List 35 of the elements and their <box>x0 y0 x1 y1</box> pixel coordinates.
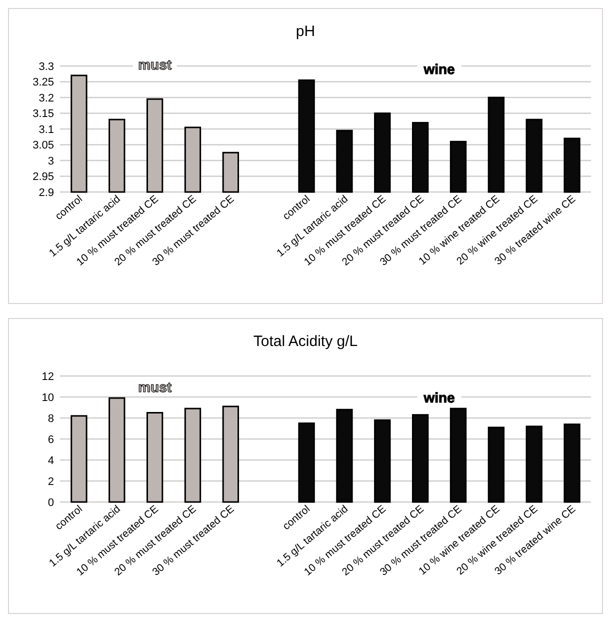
bar <box>108 397 126 503</box>
bar <box>336 408 353 503</box>
y-tick-label: 3 <box>48 155 54 168</box>
bar <box>222 406 240 503</box>
series-label: wine <box>422 390 456 406</box>
bar <box>412 414 429 503</box>
bar <box>488 426 505 503</box>
y-tick-label: 2 <box>48 476 54 488</box>
y-tick-label: 3.2 <box>38 92 54 104</box>
chart-title: pH <box>296 23 316 40</box>
bar <box>146 412 164 503</box>
bar <box>70 415 88 503</box>
y-tick-label: 8 <box>48 412 54 425</box>
y-tick-label: 2.9 <box>38 186 54 199</box>
y-tick-label: 3.25 <box>32 76 54 89</box>
bar <box>450 408 467 503</box>
y-tick-label: 4 <box>48 454 54 467</box>
text: wine <box>422 61 456 78</box>
y-tick-label: 3.05 <box>32 140 54 152</box>
y-tick-label: 0 <box>48 496 54 509</box>
y-tick-label: 3.3 <box>38 60 54 73</box>
chart-title: Total Acidity g/L <box>253 333 358 350</box>
bar <box>298 422 315 503</box>
series-label: must <box>138 379 172 396</box>
y-tick-label: 3.1 <box>38 124 54 136</box>
y-tick-label: 3.15 <box>32 108 54 120</box>
bar <box>184 408 202 503</box>
text: must <box>138 56 172 72</box>
y-tick-label: 10 <box>42 392 54 404</box>
y-tick-label: 2.95 <box>32 171 54 184</box>
bar <box>526 426 542 503</box>
bar <box>564 424 580 503</box>
y-tick-label: 6 <box>48 434 54 446</box>
y-tick-label: 12 <box>42 370 54 383</box>
bar <box>374 419 391 503</box>
